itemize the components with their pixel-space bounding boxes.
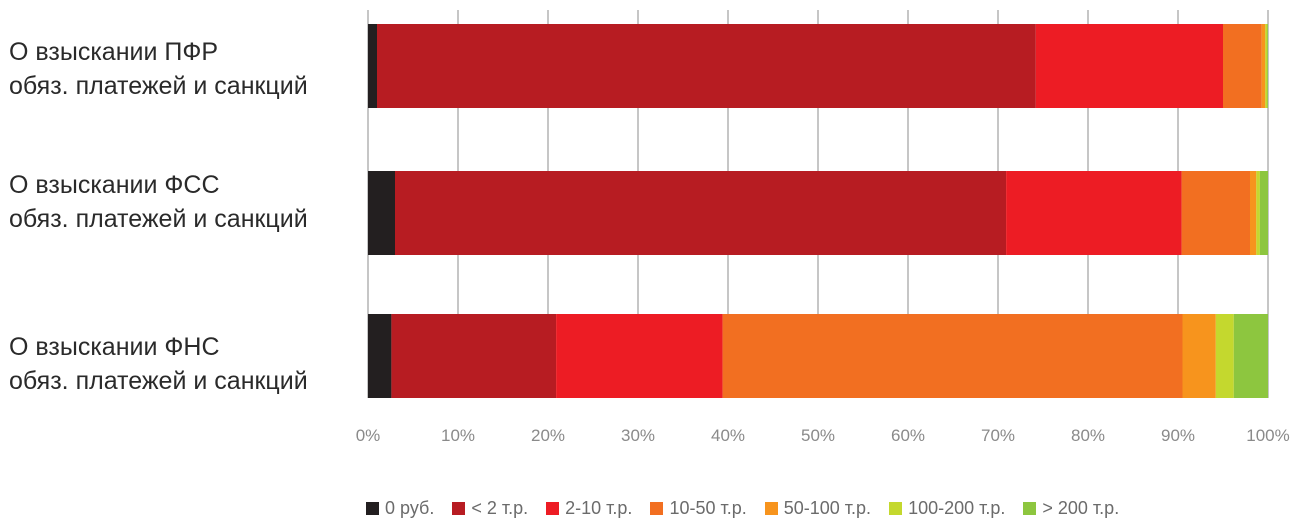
legend-label: 10-50 т.р. (669, 497, 747, 518)
x-tick-label: 60% (891, 426, 925, 445)
legend-label: 100-200 т.р. (908, 497, 1006, 518)
legend-swatch (546, 501, 560, 515)
legend-label: < 2 т.р. (471, 497, 529, 518)
category-label: О взыскании ФНС обяз. платежей и санкций (9, 330, 359, 398)
legend-item: 50-100 т.р. (764, 497, 872, 519)
legend-label: 2-10 т.р. (565, 497, 633, 518)
legend-item: 0 руб. (366, 498, 434, 519)
bar-segment (556, 314, 723, 398)
bar-segment (1259, 171, 1268, 255)
bar-segment (395, 171, 1007, 255)
bar-segment (1223, 24, 1262, 108)
x-tick-label: 0% (356, 426, 381, 445)
bar-segment (1182, 314, 1216, 398)
legend-label: 0 руб. (385, 497, 435, 518)
bar-segment (1265, 24, 1268, 108)
bar-segment (1006, 171, 1182, 255)
bar-segment (1035, 24, 1223, 108)
legend-swatch (366, 501, 379, 515)
legend-swatch (764, 501, 778, 515)
x-tick-labels: 0% 10% 20% 30% 40% 50% 60% 70% 80% 90% 100% (356, 426, 1290, 445)
category-label-line: обяз. платежей и санкций (9, 72, 308, 100)
category-label-line: О взыскании ФНС (9, 333, 220, 361)
bars (368, 24, 1268, 398)
x-tick-label: 50% (801, 426, 835, 445)
category-label: О взыскании ПФР обяз. платежей и санкций (9, 35, 359, 103)
x-tick-label: 70% (981, 426, 1015, 445)
bar-segment (1267, 24, 1268, 108)
legend-swatch (650, 501, 664, 515)
x-tick-label: 100% (1246, 426, 1289, 445)
category-label-line: обяз. платежей и санкций (9, 367, 308, 395)
bar-segment (391, 314, 557, 398)
bar-segment (368, 171, 395, 255)
legend: 0 руб. < 2 т.р. 2-10 т.р. 10-50 т.р. 50-100 … (366, 496, 1137, 520)
x-tick-label: 90% (1161, 426, 1195, 445)
legend-label: 50-100 т.р. (783, 497, 872, 518)
category-label-line: О взыскании ПФР (9, 38, 219, 66)
bar-segment (1181, 171, 1250, 255)
bar-segment (722, 314, 1183, 398)
bar-segment (1256, 171, 1260, 255)
bar-segment (368, 314, 392, 398)
x-tick-label: 30% (621, 426, 655, 445)
legend-item: 2-10 т.р. (546, 498, 632, 519)
bar-segment (1233, 314, 1268, 398)
legend-item: < 2 т.р. (452, 498, 528, 519)
legend-item: 100-200 т.р. (889, 498, 1005, 519)
category-label: О взыскании ФСС обяз. платежей и санкций (9, 168, 359, 236)
bar-segment (1250, 171, 1257, 255)
x-tick-label: 40% (711, 426, 745, 445)
x-tick-label: 20% (531, 426, 565, 445)
bar-segment (1215, 314, 1234, 398)
x-tick-label: 10% (441, 426, 475, 445)
bar-segment (368, 24, 377, 108)
category-label-line: О взыскании ФСС (9, 171, 220, 199)
legend-swatch (889, 501, 903, 515)
legend-label: > 200 т.р. (1042, 497, 1120, 518)
legend-swatch (452, 501, 466, 515)
bar-segment (1261, 24, 1266, 108)
legend-item: 10-50 т.р. (650, 497, 747, 519)
legend-item: > 200 т.р. (1023, 498, 1119, 519)
category-label-line: обяз. платежей и санкций (9, 205, 308, 233)
x-tick-label: 80% (1071, 426, 1105, 445)
legend-swatch (1023, 501, 1037, 515)
bar-segment (377, 24, 1036, 108)
